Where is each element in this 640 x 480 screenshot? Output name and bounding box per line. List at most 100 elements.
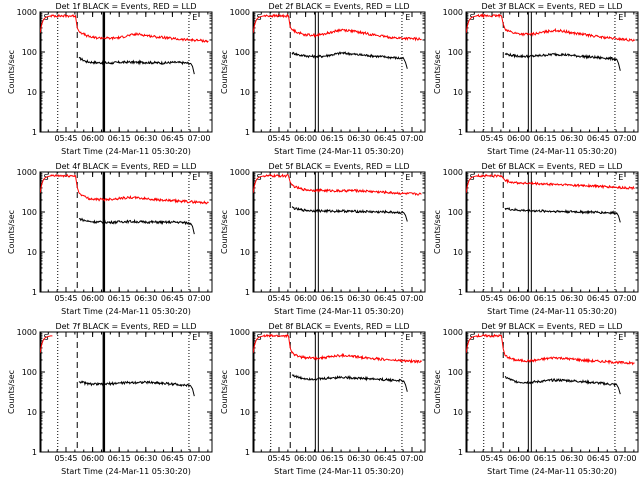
x-tick-label: 05:45 — [480, 294, 503, 303]
end-marker-label: E — [192, 13, 197, 22]
x-tick-label: 05:45 — [480, 134, 503, 143]
x-tick-label: 05:45 — [54, 454, 77, 463]
y-tick-label: 1 — [32, 448, 37, 457]
y-tick-label: 100 — [448, 208, 463, 217]
y-axis-label: Counts/sec — [7, 370, 16, 414]
end-marker-label: E — [192, 173, 197, 182]
y-tick-label: 100 — [22, 48, 37, 57]
y-axis-label: Counts/sec — [433, 210, 442, 254]
x-tick-label: 06:15 — [321, 294, 344, 303]
x-tick-label: 06:30 — [134, 134, 157, 143]
y-tick-label: 1000 — [443, 168, 463, 177]
x-tick-label: 05:45 — [267, 294, 290, 303]
end-marker-label: E — [405, 333, 410, 342]
x-tick-label: 06:30 — [347, 454, 370, 463]
x-axis-label: Start Time (24-Mar-11 05:30:20) — [274, 307, 404, 316]
y-tick-label: 10 — [240, 88, 250, 97]
x-tick-label: 06:30 — [560, 294, 583, 303]
y-tick-label: 100 — [235, 48, 250, 57]
x-tick-label: 06:45 — [587, 294, 610, 303]
x-tick-label: 06:30 — [560, 454, 583, 463]
y-tick-label: 1 — [32, 128, 37, 137]
plot-frame — [252, 171, 426, 293]
x-tick-label: 06:15 — [534, 134, 557, 143]
y-tick-label: 1000 — [443, 8, 463, 17]
plot-frame — [465, 331, 639, 453]
chart-title: Det 5f BLACK = Events, RED = LLD — [268, 162, 409, 171]
end-marker-label: E — [405, 173, 410, 182]
chart-svg: Det 8f BLACK = Events, RED = LLD Counts/s… — [220, 322, 426, 476]
x-tick-label: 06:45 — [161, 134, 184, 143]
y-tick-label: 10 — [240, 408, 250, 417]
y-tick-label: 1 — [245, 448, 250, 457]
plot-frame — [39, 171, 213, 293]
x-tick-label: 06:00 — [81, 294, 104, 303]
x-tick-label: 06:00 — [294, 454, 317, 463]
x-tick-label: 06:15 — [534, 454, 557, 463]
end-marker-label: E — [405, 13, 410, 22]
y-tick-label: 100 — [22, 208, 37, 217]
x-tick-label: 07:00 — [187, 294, 210, 303]
x-tick-label: 06:45 — [374, 294, 397, 303]
lld-series-line — [253, 333, 422, 364]
y-tick-label: 100 — [448, 48, 463, 57]
y-tick-label: 10 — [27, 88, 37, 97]
x-axis-label: Start Time (24-Mar-11 05:30:20) — [61, 147, 191, 156]
x-tick-label: 06:15 — [108, 454, 131, 463]
x-tick-label: 06:45 — [374, 454, 397, 463]
y-tick-label: 100 — [22, 368, 37, 377]
detector-panel: Det 5f BLACK = Events, RED = LLD Counts/s… — [213, 160, 426, 320]
detector-panel: Det 1f BLACK = Events, RED = LLD Counts/s… — [0, 0, 213, 160]
events-series-line — [504, 375, 621, 395]
x-axis-label: Start Time (24-Mar-11 05:30:20) — [487, 467, 617, 476]
end-marker-label: E — [618, 333, 623, 342]
end-marker-label: E — [192, 333, 197, 342]
y-axis-label: Counts/sec — [220, 50, 229, 94]
chart-title: Det 2f BLACK = Events, RED = LLD — [268, 2, 409, 11]
y-tick-label: 1000 — [230, 328, 250, 337]
detector-panel: Det 9f BLACK = Events, RED = LLD Counts/s… — [426, 320, 639, 480]
y-tick-label: 1000 — [17, 328, 37, 337]
plot-frame — [465, 171, 639, 293]
lld-series-line — [466, 13, 635, 42]
chart-svg: Det 2f BLACK = Events, RED = LLD Counts/s… — [220, 2, 426, 156]
x-axis-label: Start Time (24-Mar-11 05:30:20) — [61, 307, 191, 316]
chart-svg: Det 9f BLACK = Events, RED = LLD Counts/s… — [433, 322, 639, 476]
x-tick-label: 06:00 — [507, 134, 530, 143]
events-series-line — [78, 380, 195, 397]
end-marker-label: E — [618, 13, 623, 22]
y-tick-label: 10 — [27, 408, 37, 417]
x-tick-label: 05:45 — [54, 294, 77, 303]
events-series-line — [291, 374, 408, 392]
x-tick-label: 05:45 — [267, 454, 290, 463]
y-tick-label: 10 — [453, 248, 463, 257]
events-series-line — [291, 206, 408, 222]
x-tick-label: 06:45 — [587, 454, 610, 463]
x-tick-label: 06:45 — [161, 454, 184, 463]
events-series-line — [78, 56, 195, 75]
y-axis-label: Counts/sec — [433, 370, 442, 414]
x-tick-label: 06:00 — [81, 454, 104, 463]
x-tick-label: 06:00 — [294, 134, 317, 143]
y-tick-label: 1000 — [443, 328, 463, 337]
x-tick-label: 06:00 — [294, 294, 317, 303]
y-tick-label: 1 — [458, 128, 463, 137]
lld-series-line — [40, 173, 209, 205]
y-tick-label: 100 — [448, 368, 463, 377]
y-axis-label: Counts/sec — [7, 50, 16, 94]
x-tick-label: 06:00 — [81, 134, 104, 143]
x-tick-label: 06:15 — [108, 294, 131, 303]
detector-panel: Det 7f BLACK = Events, RED = LLD Counts/s… — [0, 320, 213, 480]
y-tick-label: 1 — [458, 288, 463, 297]
x-tick-label: 06:45 — [587, 134, 610, 143]
chart-svg: Det 6f BLACK = Events, RED = LLD Counts/s… — [433, 162, 639, 316]
x-axis-label: Start Time (24-Mar-11 05:30:20) — [274, 467, 404, 476]
detector-panel: Det 6f BLACK = Events, RED = LLD Counts/s… — [426, 160, 639, 320]
lld-series-line — [253, 13, 422, 42]
detector-panel: Det 4f BLACK = Events, RED = LLD Counts/s… — [0, 160, 213, 320]
y-tick-label: 1000 — [17, 168, 37, 177]
x-tick-label: 07:00 — [613, 294, 636, 303]
x-tick-label: 06:15 — [108, 134, 131, 143]
x-tick-label: 05:45 — [267, 134, 290, 143]
events-series-line — [291, 51, 408, 69]
